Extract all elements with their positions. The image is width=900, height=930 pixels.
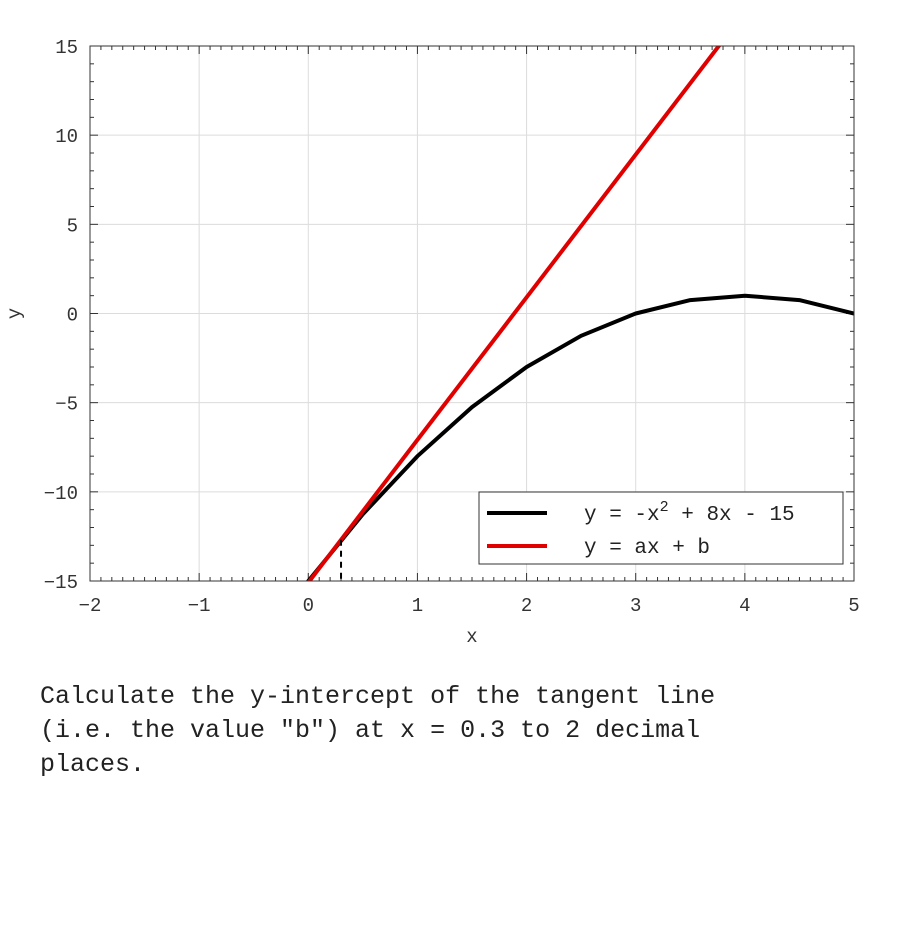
y-tick-label: −5 (55, 394, 78, 416)
question-text: Calculate the y-intercept of the tangent… (40, 682, 716, 779)
legend-label-parabola-exponent: 2 (660, 499, 669, 516)
legend-label-parabola: y = -x2 + 8x - 15 (584, 499, 795, 527)
y-tick-label: −15 (44, 572, 78, 594)
tangent-line (307, 46, 722, 581)
y-tick-label: 5 (67, 215, 78, 237)
axis-ticks (89, 45, 855, 582)
legend-label-tangent: y = ax + b (584, 537, 710, 560)
series-group (306, 46, 854, 581)
x-tick-label: 3 (630, 595, 641, 617)
x-tick-label: 0 (303, 595, 314, 617)
x-axis-label: x (466, 626, 477, 648)
y-tick-label: 0 (67, 305, 78, 327)
legend: y = -x2 + 8x - 15 y = ax + b (478, 491, 844, 565)
legend-box (478, 491, 844, 565)
x-tick-label: −1 (188, 595, 211, 617)
x-tick-label: 1 (412, 595, 423, 617)
y-tick-label: −10 (44, 483, 78, 505)
parabola-curve (306, 293, 854, 581)
x-tick-label: 2 (521, 595, 532, 617)
x-tick-label: 4 (739, 595, 750, 617)
x-tick-label: −2 (79, 595, 102, 617)
y-tick-label: 15 (55, 37, 78, 59)
y-tick-label: 10 (55, 126, 78, 148)
legend-label-parabola-base: y = -x (584, 504, 660, 527)
x-tick-label: 5 (848, 595, 859, 617)
plot-frame (89, 45, 855, 582)
y-axis-label: y (4, 308, 26, 319)
legend-label-parabola-rest: + 8x - 15 (669, 504, 795, 527)
